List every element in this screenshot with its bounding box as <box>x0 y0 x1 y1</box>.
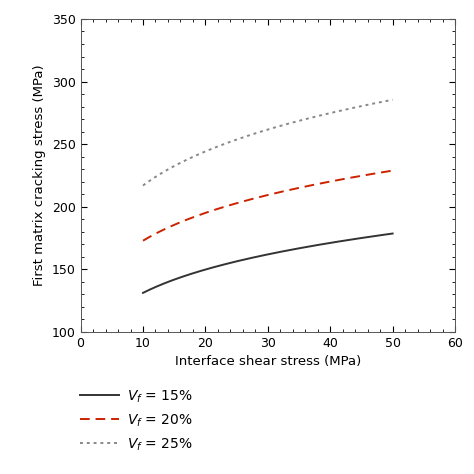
Legend: $V_f$ = 15%, $V_f$ = 20%, $V_f$ = 25%: $V_f$ = 15%, $V_f$ = 20%, $V_f$ = 25% <box>80 389 193 453</box>
$V_f$ = 15% <box>260 253 266 258</box>
Y-axis label: First matrix cracking stress (MPa): First matrix cracking stress (MPa) <box>33 64 46 286</box>
$V_f$ = 20% <box>259 194 264 200</box>
Line: $V_f$ = 15%: $V_f$ = 15% <box>143 234 392 293</box>
$V_f$ = 25% <box>345 106 350 112</box>
Line: $V_f$ = 20%: $V_f$ = 20% <box>143 171 392 241</box>
Line: $V_f$ = 25%: $V_f$ = 25% <box>143 100 392 185</box>
$V_f$ = 25% <box>384 98 390 104</box>
X-axis label: Interface shear stress (MPa): Interface shear stress (MPa) <box>175 355 361 368</box>
$V_f$ = 20% <box>384 169 390 174</box>
$V_f$ = 20% <box>260 193 266 199</box>
$V_f$ = 15% <box>259 253 264 258</box>
$V_f$ = 20% <box>275 190 281 195</box>
$V_f$ = 25% <box>289 120 294 126</box>
$V_f$ = 20% <box>140 238 146 244</box>
$V_f$ = 25% <box>259 128 264 134</box>
$V_f$ = 15% <box>140 290 146 296</box>
$V_f$ = 25% <box>275 124 281 129</box>
$V_f$ = 15% <box>289 247 294 253</box>
$V_f$ = 25% <box>390 97 395 102</box>
$V_f$ = 25% <box>260 128 266 134</box>
$V_f$ = 20% <box>390 168 395 173</box>
$V_f$ = 20% <box>345 175 350 181</box>
$V_f$ = 15% <box>384 231 390 237</box>
$V_f$ = 25% <box>140 182 146 188</box>
$V_f$ = 20% <box>289 187 294 192</box>
$V_f$ = 15% <box>275 249 281 255</box>
$V_f$ = 15% <box>345 237 350 243</box>
$V_f$ = 15% <box>390 231 395 237</box>
